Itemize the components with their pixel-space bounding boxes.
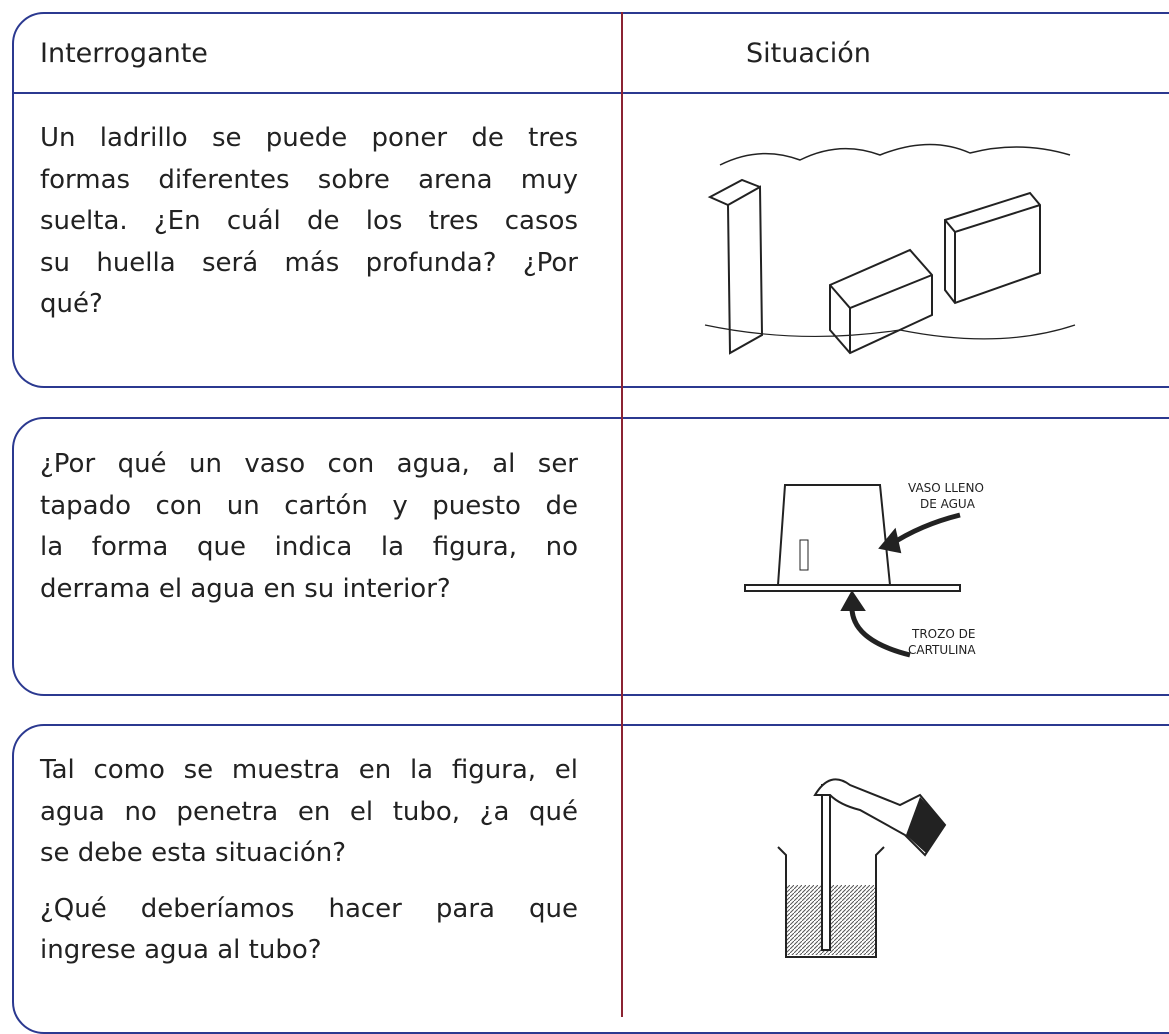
text-line: tapado con un cartón y puesto de [40, 490, 578, 521]
figure-label: TROZO DE [911, 627, 975, 641]
text-line: formas diferentes sobre arena muy [40, 164, 578, 195]
text-line: Un ladrillo se puede poner de tres [40, 123, 578, 153]
row-box [12, 417, 1169, 696]
paragraph: Tal como se muestra en la figura, el agua… [40, 750, 578, 875]
row-box [12, 92, 1169, 388]
header-cell: Interrogante [40, 38, 208, 69]
text-line: ¿Qué deberíamos hacer para que [40, 893, 578, 924]
text-line: derrama el agua en su interior? [40, 573, 451, 604]
text-line: ingrese agua al tubo? [40, 935, 322, 965]
header-box [12, 12, 1169, 94]
question: ¿Por qué un vaso con agua, al ser tapado … [40, 444, 578, 610]
text-line: qué? [40, 289, 103, 319]
bricks-figure [704, 143, 1076, 355]
tube-figure [777, 778, 947, 958]
figure-label: VASO LLENO [908, 481, 984, 495]
paragraph: ¿Qué deberíamos hacer para que ingrese ag… [40, 889, 578, 972]
text-line: su huella será más profunda? ¿Por [40, 247, 578, 278]
text-line: suelta. ¿En cuál de los tres casos [40, 206, 578, 236]
question: Un ladrillo se puede poner de tres formas… [40, 118, 578, 326]
header-cell: Situación [746, 38, 871, 69]
figure-label: DE AGUA [920, 497, 976, 511]
glass-figure: VASO LLENO DE AGUA TROZO DE CARTULINA [744, 481, 984, 658]
text-line: se debe esta situación? [40, 838, 347, 868]
paragraph: Un ladrillo se puede poner de tres formas… [40, 118, 578, 326]
text-line: ¿Por qué un vaso con agua, al ser [40, 449, 578, 479]
column-divider [621, 12, 623, 1017]
paragraph: ¿Por qué un vaso con agua, al ser tapado … [40, 444, 578, 610]
text-line: Tal como se muestra en la figura, el [40, 755, 578, 785]
text-line: la forma que indica la figura, no [40, 532, 578, 562]
figure-label: CARTULINA [908, 643, 976, 657]
text-line: agua no penetra en el tubo, ¿a qué [40, 796, 578, 827]
question: Tal como se muestra en la figura, el agua… [40, 750, 578, 972]
